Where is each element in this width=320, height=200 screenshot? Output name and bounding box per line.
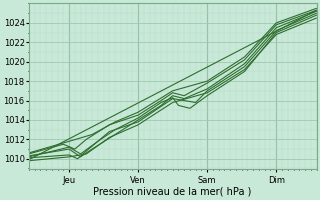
X-axis label: Pression niveau de la mer( hPa ): Pression niveau de la mer( hPa ) <box>93 187 252 197</box>
